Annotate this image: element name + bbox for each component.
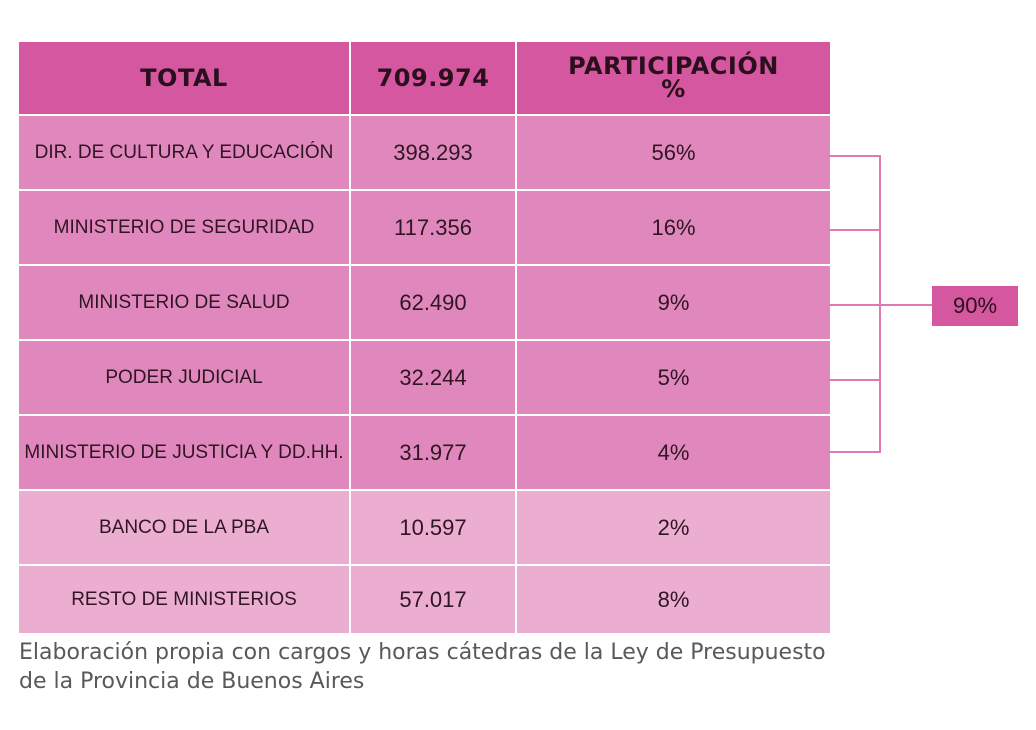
row-share: 4% [515, 414, 832, 491]
row-name: DIR. DE CULTURA Y EDUCACIÓN [17, 114, 351, 191]
row-value: 10.597 [349, 489, 517, 566]
header-total-label: TOTAL [17, 40, 351, 116]
row-name: MINISTERIO DE JUSTICIA Y DD.HH. [17, 414, 351, 491]
row-share: 16% [515, 189, 832, 266]
row-value: 398.293 [349, 114, 517, 191]
row-value: 62.490 [349, 264, 517, 341]
row-share: 5% [515, 339, 832, 416]
row-share: 2% [515, 489, 832, 566]
row-name: PODER JUDICIAL [17, 339, 351, 416]
row-share: 8% [515, 564, 832, 635]
table-header-row: TOTAL 709.974 PARTICIPACIÓN % [17, 40, 832, 116]
header-share-label: PARTICIPACIÓN % [515, 40, 832, 116]
table-row: RESTO DE MINISTERIOS 57.017 8% [17, 564, 832, 635]
row-name: BANCO DE LA PBA [17, 489, 351, 566]
row-value: 32.244 [349, 339, 517, 416]
row-share: 56% [515, 114, 832, 191]
row-name: MINISTERIO DE SALUD [17, 264, 351, 341]
row-name: MINISTERIO DE SEGURIDAD [17, 189, 351, 266]
table-row: MINISTERIO DE SALUD 62.490 9% [17, 264, 832, 341]
row-value: 57.017 [349, 564, 517, 635]
table-row: DIR. DE CULTURA Y EDUCACIÓN 398.293 56% [17, 114, 832, 191]
cargos-table: TOTAL 709.974 PARTICIPACIÓN % DIR. DE CU… [17, 40, 832, 635]
row-share: 9% [515, 264, 832, 341]
total-share-badge: 90% [932, 286, 1018, 326]
table-row: PODER JUDICIAL 32.244 5% [17, 339, 832, 416]
row-value: 31.977 [349, 414, 517, 491]
table-row: MINISTERIO DE SEGURIDAD 117.356 16% [17, 189, 832, 266]
row-value: 117.356 [349, 189, 517, 266]
table-row: MINISTERIO DE JUSTICIA Y DD.HH. 31.977 4… [17, 414, 832, 491]
table-row: BANCO DE LA PBA 10.597 2% [17, 489, 832, 566]
row-name: RESTO DE MINISTERIOS [17, 564, 351, 635]
source-caption: Elaboración propia con cargos y horas cá… [19, 640, 826, 694]
header-total-value: 709.974 [349, 40, 517, 116]
